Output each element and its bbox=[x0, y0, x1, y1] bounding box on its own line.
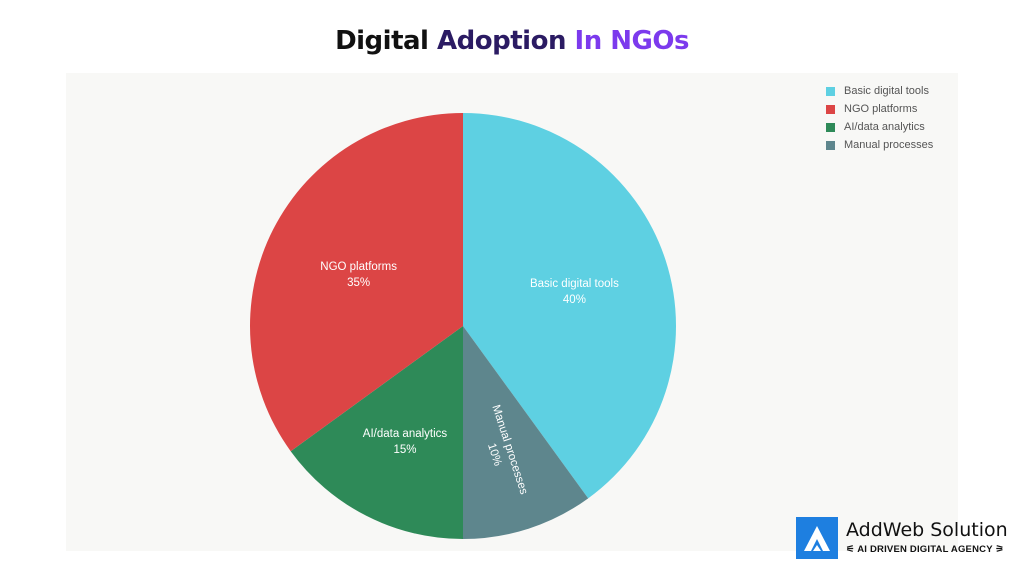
slice-category: Basic digital tools bbox=[530, 278, 619, 290]
addweb-logo: AddWeb Solution ⚟ AI DRIVEN DIGITAL AGEN… bbox=[796, 517, 1022, 561]
slice-label: AI/data analytics 15% bbox=[363, 428, 448, 456]
chart-title: Digital Adoption In NGOs bbox=[335, 26, 689, 56]
legend-swatch bbox=[826, 104, 835, 114]
legend-swatch bbox=[826, 122, 835, 132]
legend-swatch bbox=[826, 140, 835, 150]
slice-percent: 40% bbox=[563, 294, 586, 306]
pie-slice-manual-processes[interactable] bbox=[463, 326, 589, 539]
slice-label: NGO platforms 35% bbox=[320, 261, 397, 289]
slice-category: AI/data analytics bbox=[363, 428, 448, 440]
legend-swatch bbox=[826, 86, 835, 96]
pie-slice-ngo-platforms[interactable] bbox=[250, 113, 463, 452]
slice-label: Basic digital tools 40% bbox=[530, 278, 619, 306]
slice-percent: 35% bbox=[347, 277, 370, 289]
legend: Basic digital tools NGO platforms AI/dat… bbox=[826, 82, 933, 154]
legend-item[interactable]: AI/data analytics bbox=[826, 118, 933, 136]
pie-slice-basic-digital-tools[interactable] bbox=[463, 113, 677, 499]
logo-tagline: ⚟ AI DRIVEN DIGITAL AGENCY ⚞ bbox=[846, 544, 1005, 555]
slice-percent: 15% bbox=[393, 444, 416, 456]
pie-slice-ai-data-analytics[interactable] bbox=[290, 326, 463, 539]
legend-item[interactable]: Basic digital tools bbox=[826, 82, 933, 100]
logo-a-icon bbox=[796, 517, 838, 559]
legend-item[interactable]: NGO platforms bbox=[826, 100, 933, 118]
legend-item[interactable]: Manual processes bbox=[826, 136, 933, 154]
slice-category: NGO platforms bbox=[320, 261, 397, 273]
